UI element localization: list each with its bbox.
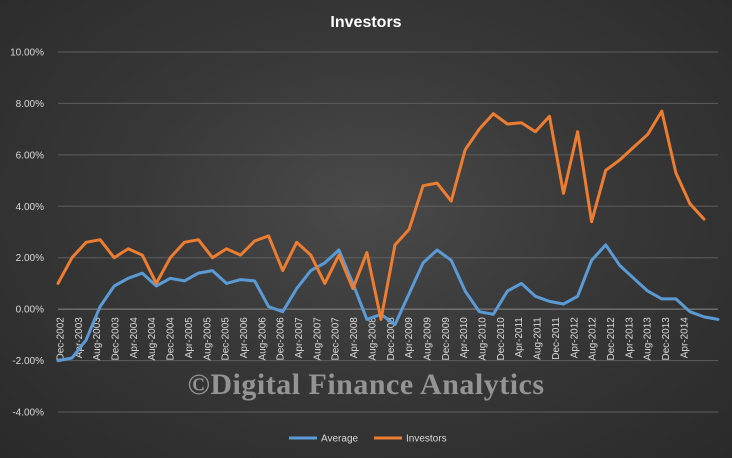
x-axis-ticks: Dec-2002 Apr-2003 Aug-2003 Dec-2003 Apr-2004… bbox=[56, 317, 691, 361]
x-tick-label: Apr-2012 bbox=[569, 317, 580, 359]
x-tick-label: Dec-2013 bbox=[661, 317, 672, 361]
y-axis-ticks: -4.00% -2.00% 0.00% 2.00% 4.00% 6.00% 8.00% 10.… bbox=[10, 48, 44, 419]
x-tick-label: Dec-2005 bbox=[221, 317, 232, 361]
legend-label-investors: Investors bbox=[406, 434, 447, 445]
x-tick-label: Aug-2011 bbox=[533, 317, 544, 360]
x-tick-label: Dec-2008 bbox=[386, 317, 397, 361]
x-tick-label: Aug-2005 bbox=[202, 317, 213, 361]
x-tick-label: Apr-2005 bbox=[184, 317, 195, 359]
x-tick-label: Apr-2014 bbox=[679, 317, 690, 359]
x-tick-label: Aug-2013 bbox=[643, 317, 654, 361]
x-tick-label: Aug-2008 bbox=[367, 317, 378, 361]
series-line-average bbox=[56, 243, 720, 363]
legend: Average Investors bbox=[289, 434, 447, 445]
x-tick-label: Apr-2004 bbox=[129, 317, 140, 359]
x-tick-label: Apr-2009 bbox=[404, 317, 415, 359]
y-tick-label: 0.00% bbox=[16, 305, 44, 316]
x-tick-label: Aug-2003 bbox=[92, 317, 103, 361]
x-tick-label: Aug-2004 bbox=[147, 317, 158, 361]
x-tick-label: Dec-2004 bbox=[166, 317, 177, 361]
y-tick-label: 10.00% bbox=[10, 48, 44, 59]
x-tick-label: Aug-2012 bbox=[588, 317, 599, 361]
x-tick-label: Apr-2003 bbox=[74, 317, 85, 359]
x-tick-label: Dec-2007 bbox=[331, 317, 342, 361]
x-tick-label: Dec-2003 bbox=[111, 317, 122, 361]
x-tick-label: Aug-2010 bbox=[478, 317, 489, 361]
x-tick-label: Dec-2002 bbox=[56, 317, 67, 361]
x-tick-label: Dec-2011 bbox=[551, 317, 562, 360]
y-tick-label: 2.00% bbox=[16, 253, 44, 264]
legend-label-average: Average bbox=[321, 434, 359, 445]
y-tick-label: -4.00% bbox=[12, 408, 44, 419]
x-tick-label: Apr-2010 bbox=[459, 317, 470, 359]
x-tick-label: Apr-2011 bbox=[514, 317, 525, 358]
chart-title: Investors bbox=[330, 14, 401, 31]
y-tick-label: -2.00% bbox=[12, 356, 44, 367]
x-tick-label: Aug-2007 bbox=[312, 317, 323, 361]
x-tick-label: Dec-2010 bbox=[496, 317, 507, 361]
gridlines bbox=[58, 51, 718, 413]
x-tick-label: Aug-2009 bbox=[423, 317, 434, 361]
x-tick-label: Dec-2009 bbox=[441, 317, 452, 361]
x-tick-label: Apr-2013 bbox=[624, 317, 635, 359]
series-line-investors bbox=[56, 109, 706, 321]
x-tick-label: Dec-2006 bbox=[276, 317, 287, 361]
x-tick-label: Dec-2012 bbox=[606, 317, 617, 361]
x-tick-label: Apr-2008 bbox=[349, 317, 360, 359]
x-tick-label: Apr-2006 bbox=[239, 317, 250, 359]
y-tick-label: 4.00% bbox=[16, 202, 44, 213]
series-lines bbox=[56, 109, 720, 363]
y-tick-label: 6.00% bbox=[16, 150, 44, 161]
x-tick-label: Aug-2006 bbox=[257, 317, 268, 361]
x-tick-label: Apr-2007 bbox=[294, 317, 305, 359]
y-tick-label: 8.00% bbox=[16, 99, 44, 110]
